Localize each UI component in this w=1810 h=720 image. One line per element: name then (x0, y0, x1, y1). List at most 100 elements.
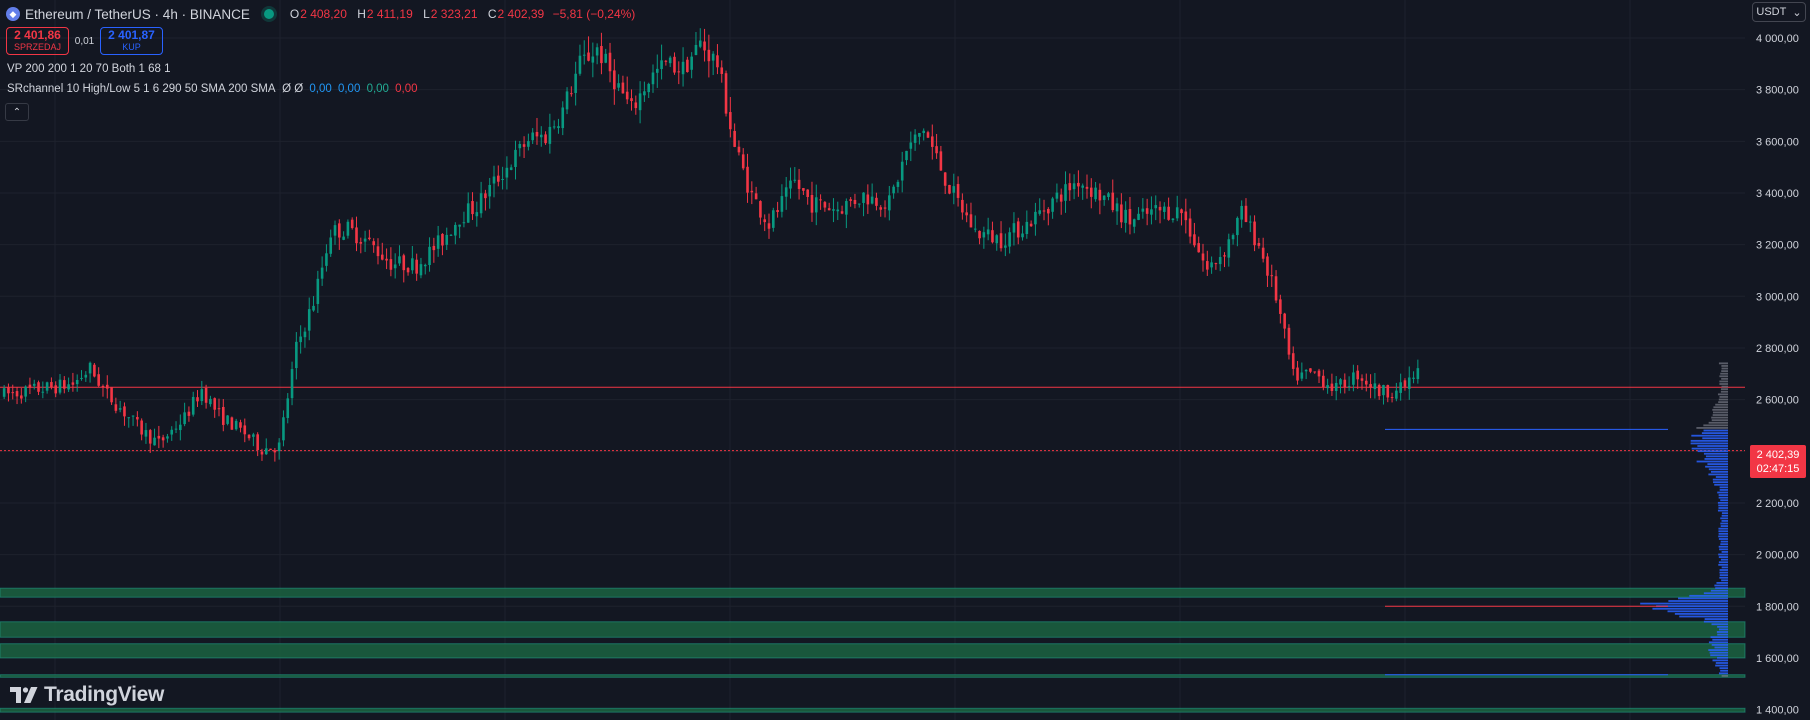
volume-profile-bar (1652, 607, 1728, 610)
volume-profile-bar (1718, 496, 1728, 499)
tradingview-logo[interactable]: TradingView (10, 683, 164, 707)
candle-body (380, 254, 384, 260)
candle-body (845, 201, 848, 215)
srchannel-symbols: Ø Ø (282, 83, 304, 95)
symbol-title[interactable]: Ethereum / TetherUS · 4h · BINANCE (25, 6, 250, 22)
volume-profile-bar (1712, 659, 1728, 662)
candle-body (1051, 198, 1054, 212)
volume-profile-bar (1721, 675, 1728, 677)
volume-profile-bar (1711, 419, 1728, 422)
indicator-volume-profile[interactable]: VP 200 200 1 20 70 Both 1 68 1 (7, 63, 171, 75)
candle-body (234, 420, 238, 430)
candle-body (565, 91, 569, 110)
candle-body (677, 71, 681, 73)
y-axis-tick-label: 3 600,00 (1756, 136, 1799, 148)
volume-profile-bar (1718, 561, 1728, 564)
volume-profile-bar (1718, 362, 1728, 365)
candle-body (849, 199, 852, 201)
candle-body (71, 382, 75, 385)
candle-body (961, 199, 964, 213)
volume-profile-bar (1712, 478, 1728, 481)
volume-profile-bar (1715, 403, 1728, 406)
candle-body (213, 398, 216, 410)
candle-body (952, 186, 956, 193)
volume-profile-bar (1718, 545, 1728, 548)
volume-profile-bar (1721, 365, 1728, 367)
volume-profile-bar (1713, 406, 1728, 409)
sr-zone (0, 707, 1746, 713)
candle-body (574, 73, 577, 94)
candle-body (651, 72, 655, 85)
candle-body (1137, 213, 1140, 220)
candle-body (183, 412, 186, 425)
sr-zone (0, 674, 1746, 678)
volume-profile-bar (1718, 504, 1728, 507)
candle-body (750, 190, 754, 193)
volume-profile-bar (1689, 594, 1728, 597)
buy-button[interactable]: 2 401,87 KUP (100, 27, 163, 55)
candle-body (312, 305, 315, 311)
candle-body (604, 53, 608, 63)
volume-profile-bar (1710, 470, 1728, 473)
indicator-srchannel[interactable]: SRchannel 10 High/Low 5 1 6 290 50 SMA 2… (7, 83, 418, 95)
market-status-dot-icon[interactable] (263, 9, 274, 19)
candle-body (63, 380, 66, 389)
collapse-indicators-button[interactable]: ⌃ (5, 103, 29, 121)
volume-profile-bar (1718, 535, 1728, 538)
candle-body (1283, 313, 1286, 329)
candle-body (1188, 218, 1192, 237)
volume-profile-bar (1715, 662, 1728, 664)
candle-body (204, 388, 208, 403)
volume-profile-bar (1721, 367, 1728, 370)
candle-body (88, 362, 92, 374)
chevron-up-icon: ⌃ (12, 106, 22, 118)
volume-profile-bar (1718, 494, 1728, 496)
y-axis-tick-label: 1 600,00 (1756, 653, 1799, 665)
candle-body (956, 184, 960, 198)
y-axis-tick-label: 2 800,00 (1756, 343, 1799, 355)
chart-header: ◆ Ethereum / TetherUS · 4h · BINANCE O2 … (6, 4, 635, 24)
candle-body (419, 264, 423, 276)
candle-body (1158, 206, 1162, 211)
volume-profile-bar (1718, 527, 1728, 530)
volume-profile-bar (1703, 429, 1728, 432)
volume-profile-bar (1703, 424, 1728, 427)
candle-body (608, 52, 612, 72)
candle-body (75, 380, 79, 385)
candle-body (1016, 221, 1020, 238)
volume-profile-bar (1708, 649, 1728, 651)
candle-body (1395, 390, 1398, 399)
currency-selector[interactable]: USDT ⌄ (1752, 2, 1806, 22)
candle-body (243, 425, 247, 435)
srchannel-name: SRchannel 10 High/Low 5 1 6 290 50 SMA 2… (7, 83, 275, 95)
candle-body (140, 420, 143, 435)
srchannel-value-2: 0,00 (337, 83, 361, 95)
candle-body (1223, 255, 1226, 257)
candle-body (458, 224, 461, 227)
candle-body (286, 398, 290, 418)
candle-body (582, 54, 586, 56)
volume-profile-bar (1719, 380, 1728, 383)
candle-body (866, 194, 870, 205)
candle-body (1386, 385, 1390, 398)
volume-profile-bar (1721, 514, 1728, 517)
candle-body (1309, 368, 1312, 372)
candle-body (1098, 189, 1102, 201)
candle-body (54, 385, 58, 394)
candle-body (1059, 194, 1063, 202)
candle-body (252, 434, 255, 437)
candle-body (986, 229, 990, 235)
volume-profile-bar (1708, 473, 1728, 476)
candle-body (1322, 375, 1325, 388)
candle-body (853, 199, 857, 205)
ethereum-logo-icon[interactable]: ◆ (6, 7, 20, 21)
candle-body (110, 387, 113, 403)
candle-body (1055, 192, 1059, 199)
candle-body (544, 134, 547, 144)
candle-body (552, 126, 556, 128)
candle-body (488, 184, 492, 197)
sell-button[interactable]: 2 401,86 SPRZEDAJ (6, 27, 69, 55)
candle-body (870, 196, 874, 204)
candle-body (436, 235, 440, 249)
